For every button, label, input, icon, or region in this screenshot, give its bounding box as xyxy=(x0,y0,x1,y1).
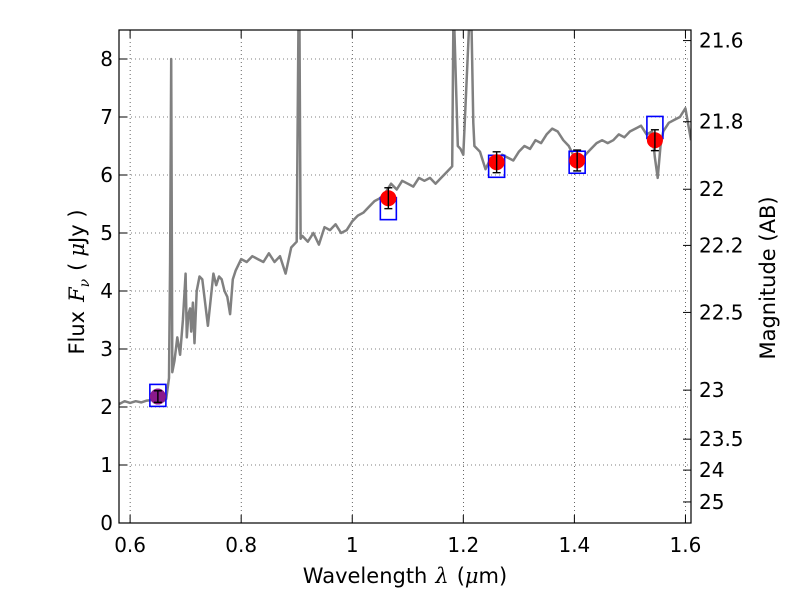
plot-frame xyxy=(118,29,692,524)
y-tick-label: 8 xyxy=(100,47,113,71)
ticks xyxy=(119,30,691,524)
y-tick-label: 4 xyxy=(100,279,113,303)
y-axis-title: FluxFν(μJy ) xyxy=(65,209,93,354)
x-axis-title: Wavelength λ (μm) xyxy=(303,564,507,588)
y-tick-label: 5 xyxy=(100,221,113,245)
x-tick-label: 1.4 xyxy=(558,533,590,557)
y2-tick-label: 22.2 xyxy=(699,233,744,257)
model-point xyxy=(149,383,167,408)
y2-tick-label: 21.6 xyxy=(699,29,744,53)
y-tick-label: 7 xyxy=(100,105,113,129)
y2-tick-label: 23 xyxy=(699,378,724,402)
x-tick-label: 1.6 xyxy=(670,533,702,557)
observed-photometry-layer xyxy=(149,129,663,405)
plot-background xyxy=(119,30,691,523)
x-tick-label: 1 xyxy=(346,533,359,557)
y-tick-label: 2 xyxy=(100,395,113,419)
y2-tick-label: 21.8 xyxy=(699,110,744,134)
tick-labels: 0.6 0.8 1 1.2 1.4 1.601234567821.621.82222.22… xyxy=(100,29,743,557)
y2-axis-title: Magnitude (AB) xyxy=(756,196,780,359)
y2-tick-label: 24 xyxy=(699,458,724,482)
y-tick-label: 1 xyxy=(100,453,113,477)
y-tick-label: 6 xyxy=(100,163,113,187)
y-tick-label: 3 xyxy=(100,337,113,361)
y2-tick-label: 23.5 xyxy=(699,427,744,451)
y2-tick-label: 25 xyxy=(699,490,724,514)
y-tick-label: 0 xyxy=(100,511,113,535)
x-tick-label: 0.6 xyxy=(114,533,146,557)
y2-tick-label: 22.5 xyxy=(699,300,744,324)
x-tick-label: 1.2 xyxy=(447,533,479,557)
y2-tick-label: 22 xyxy=(699,177,724,201)
x-tick-label: 0.8 xyxy=(225,533,257,557)
